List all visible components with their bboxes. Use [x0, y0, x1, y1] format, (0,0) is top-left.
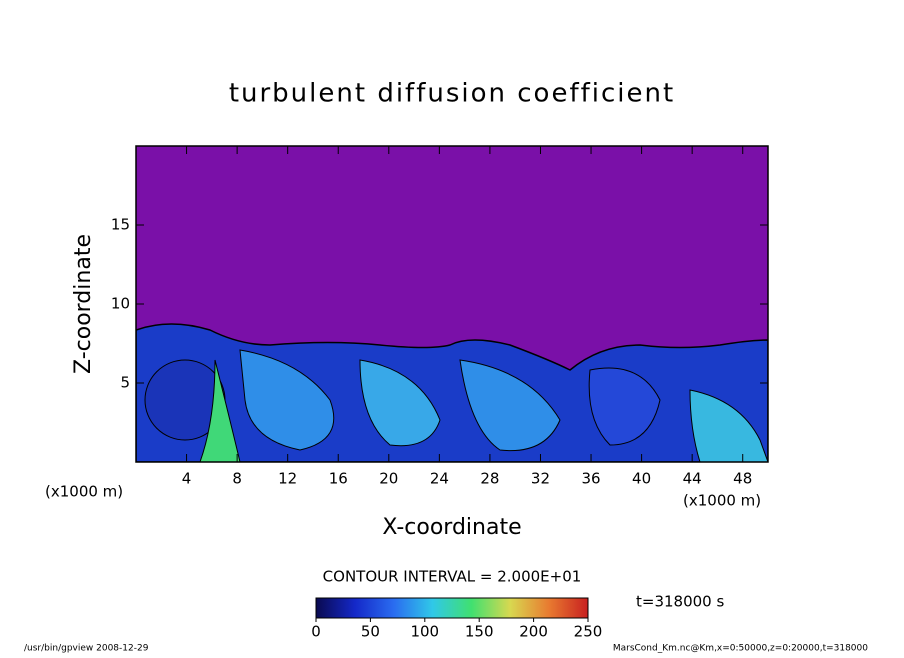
x-tick-label: 20: [379, 470, 398, 488]
colorbar-tick-label: 150: [465, 623, 494, 641]
y-tick-label: 10: [111, 295, 130, 313]
x-tick-label: 8: [232, 470, 242, 488]
x-tick-label: 44: [683, 470, 702, 488]
footer-left: /usr/bin/gpview 2008-12-29: [24, 644, 149, 654]
field-region: [459, 359, 561, 452]
x-tick-label: 48: [733, 470, 752, 488]
y-tick-label: 15: [111, 216, 130, 234]
x-unit: (x1000 m): [683, 492, 761, 510]
x-tick-label: 24: [430, 470, 449, 488]
colorbar-tick-label: 200: [519, 623, 548, 641]
y-axis-label: Z-coordinate: [71, 234, 96, 374]
field-region: [239, 349, 335, 451]
colorbar-tick-label: 50: [361, 623, 380, 641]
field-region: [199, 359, 241, 462]
field-region: [689, 389, 768, 462]
footer-right: MarsCond_Km.nc@Km,x=0:50000,z=0:20000,t=…: [613, 644, 868, 654]
x-axis-label: X-coordinate: [382, 515, 521, 540]
contour-interval: CONTOUR INTERVAL = 2.000E+01: [323, 568, 582, 586]
field-region: [588, 367, 661, 446]
chart-title: turbulent diffusion coefficient: [229, 79, 675, 109]
x-tick-label: 4: [182, 470, 192, 488]
colorbar: [315, 597, 589, 619]
x-tick-label: 36: [581, 470, 600, 488]
x-unit: (x1000 m): [45, 483, 123, 501]
x-tick-label: 16: [329, 470, 348, 488]
x-tick-label: 12: [278, 470, 297, 488]
colorbar-tick-label: 250: [574, 623, 603, 641]
colorbar-tick-label: 0: [311, 623, 321, 641]
time-label: t=318000 s: [636, 593, 724, 611]
x-tick-label: 32: [531, 470, 550, 488]
field-region: [359, 359, 441, 447]
field: [136, 146, 768, 462]
x-tick-label: 40: [632, 470, 651, 488]
y-tick-label: 5: [120, 374, 130, 392]
colorbar-tick-label: 100: [410, 623, 439, 641]
x-tick-label: 28: [480, 470, 499, 488]
